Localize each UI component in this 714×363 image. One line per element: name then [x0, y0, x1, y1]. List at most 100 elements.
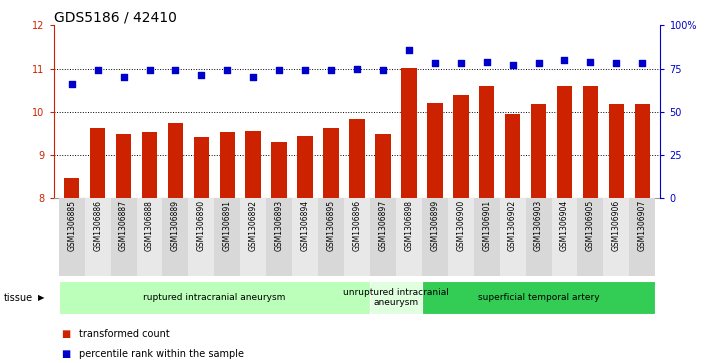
Text: GSM1306907: GSM1306907: [638, 200, 647, 252]
Bar: [168, 123, 183, 198]
Bar: [422, 198, 448, 276]
Text: superficial temporal artery: superficial temporal artery: [478, 293, 599, 302]
Text: GSM1306901: GSM1306901: [482, 200, 491, 251]
Bar: [344, 198, 370, 276]
Point: [351, 66, 363, 72]
Bar: [90, 128, 106, 198]
Bar: [505, 114, 521, 198]
Point: [507, 62, 518, 68]
Bar: [370, 281, 422, 314]
Bar: [271, 142, 287, 198]
Point: [585, 59, 596, 65]
Point: [559, 57, 570, 63]
Bar: [583, 86, 598, 198]
Bar: [551, 198, 578, 276]
Bar: [246, 131, 261, 198]
Bar: [629, 198, 655, 276]
Bar: [59, 281, 370, 314]
Text: ■: ■: [61, 329, 70, 339]
Text: GSM1306899: GSM1306899: [431, 200, 439, 251]
Text: GSM1306891: GSM1306891: [223, 200, 232, 251]
Point: [377, 68, 388, 73]
Point: [533, 61, 544, 66]
Text: GSM1306904: GSM1306904: [560, 200, 569, 252]
Text: tissue: tissue: [4, 293, 33, 303]
Bar: [59, 198, 85, 276]
Text: ruptured intracranial aneurysm: ruptured intracranial aneurysm: [144, 293, 286, 302]
Bar: [531, 104, 546, 198]
Text: GSM1306900: GSM1306900: [456, 200, 466, 252]
Bar: [578, 198, 603, 276]
Text: GSM1306888: GSM1306888: [145, 200, 154, 251]
Text: GSM1306902: GSM1306902: [508, 200, 517, 251]
Bar: [193, 136, 209, 198]
Bar: [266, 198, 292, 276]
Bar: [557, 86, 572, 198]
Point: [481, 59, 493, 65]
Bar: [473, 198, 500, 276]
Bar: [396, 198, 422, 276]
Bar: [292, 198, 318, 276]
Bar: [85, 198, 111, 276]
Text: GSM1306896: GSM1306896: [353, 200, 361, 251]
Text: ■: ■: [61, 349, 70, 359]
Text: GSM1306906: GSM1306906: [612, 200, 621, 252]
Point: [248, 74, 259, 80]
Point: [299, 68, 311, 73]
Text: GSM1306889: GSM1306889: [171, 200, 180, 251]
Bar: [136, 198, 163, 276]
Text: GSM1306903: GSM1306903: [534, 200, 543, 252]
Bar: [163, 198, 188, 276]
Text: GSM1306885: GSM1306885: [67, 200, 76, 251]
Bar: [401, 68, 417, 198]
Bar: [526, 198, 551, 276]
Bar: [214, 198, 241, 276]
Point: [118, 74, 129, 80]
Text: transformed count: transformed count: [79, 329, 169, 339]
Point: [429, 61, 441, 66]
Point: [144, 68, 155, 73]
Bar: [219, 132, 235, 198]
Text: percentile rank within the sample: percentile rank within the sample: [79, 349, 243, 359]
Text: GSM1306887: GSM1306887: [119, 200, 128, 251]
Bar: [453, 95, 468, 198]
Point: [637, 61, 648, 66]
Point: [455, 61, 466, 66]
Bar: [297, 136, 313, 198]
Bar: [427, 103, 443, 198]
Text: ▶: ▶: [38, 293, 44, 302]
Text: GSM1306895: GSM1306895: [326, 200, 336, 251]
Bar: [603, 198, 629, 276]
Bar: [608, 104, 624, 198]
Text: GSM1306898: GSM1306898: [404, 200, 413, 251]
Bar: [241, 198, 266, 276]
Text: GSM1306886: GSM1306886: [93, 200, 102, 251]
Text: GSM1306893: GSM1306893: [275, 200, 283, 251]
Point: [221, 68, 233, 73]
Text: GSM1306905: GSM1306905: [586, 200, 595, 252]
Point: [66, 81, 77, 87]
Text: GSM1306890: GSM1306890: [197, 200, 206, 251]
Point: [92, 68, 104, 73]
Bar: [318, 198, 344, 276]
Text: unruptured intracranial
aneurysm: unruptured intracranial aneurysm: [343, 288, 449, 307]
Point: [196, 73, 207, 78]
Point: [403, 47, 415, 53]
Bar: [323, 128, 339, 198]
Bar: [116, 134, 131, 198]
Text: GSM1306892: GSM1306892: [248, 200, 258, 251]
Bar: [375, 134, 391, 198]
Point: [326, 68, 337, 73]
Bar: [500, 198, 526, 276]
Bar: [142, 132, 157, 198]
Bar: [111, 198, 136, 276]
Bar: [188, 198, 214, 276]
Text: GDS5186 / 42410: GDS5186 / 42410: [54, 11, 176, 25]
Text: GSM1306897: GSM1306897: [378, 200, 388, 251]
Point: [170, 68, 181, 73]
Bar: [64, 179, 79, 198]
Point: [610, 61, 622, 66]
Point: [273, 68, 285, 73]
Text: GSM1306894: GSM1306894: [301, 200, 310, 251]
Bar: [479, 86, 495, 198]
